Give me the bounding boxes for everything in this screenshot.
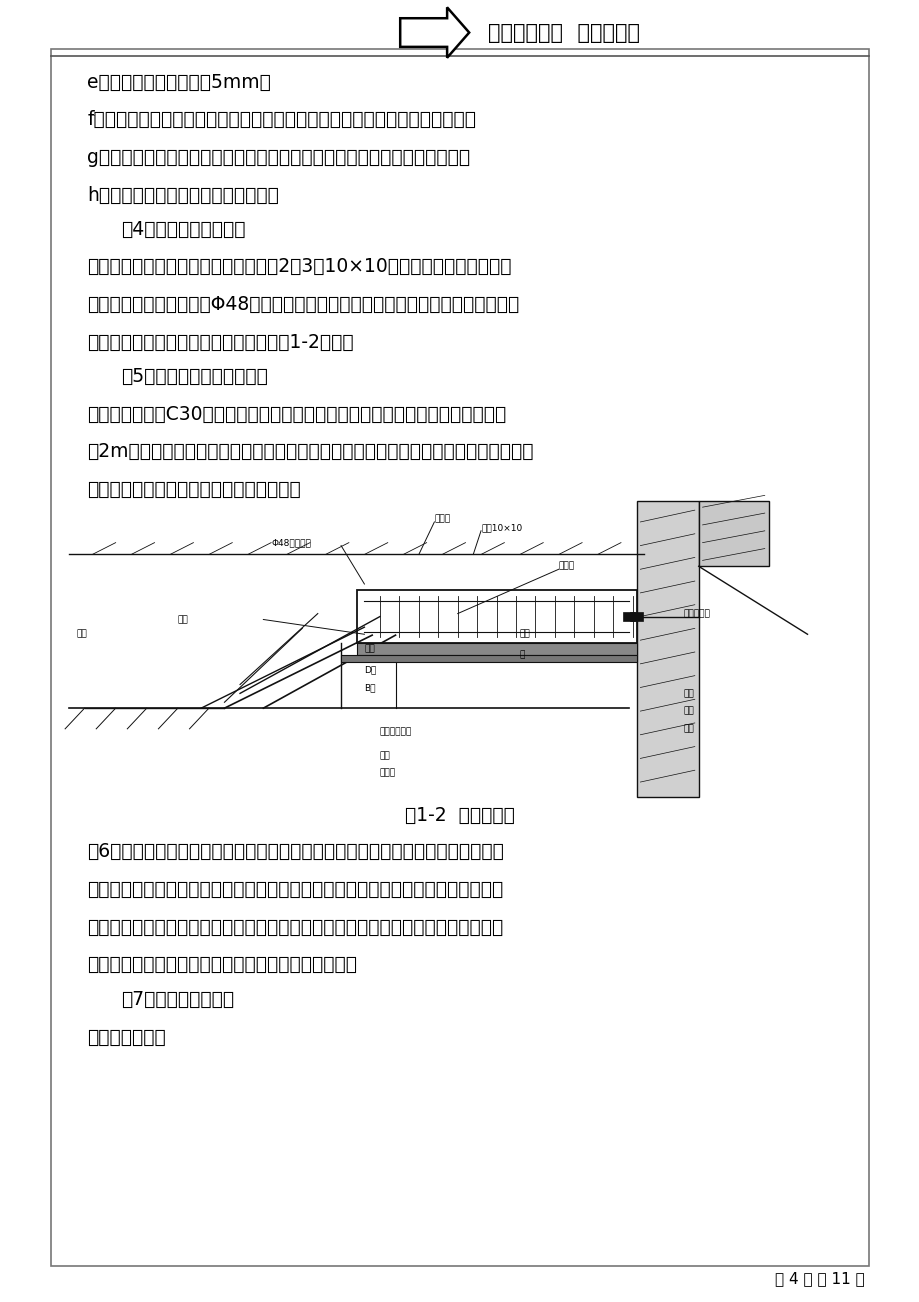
Bar bbox=[51, 49, 868, 1266]
Text: 地下连续墙: 地下连续墙 bbox=[683, 609, 709, 618]
Text: f所采用的钢筋应平直、无损伤，表面不得有裂纹、油污、颗粒状或片状老锈；: f所采用的钢筋应平直、无损伤，表面不得有裂纹、油污、颗粒状或片状老锈； bbox=[87, 111, 476, 129]
Bar bbox=[357, 643, 636, 655]
Text: 冠梁混凝土采用C30商品混凝土直接入模浇筑。若冠梁底至混凝土罐车料斗距离超: 冠梁混凝土采用C30商品混凝土直接入模浇筑。若冠梁底至混凝土罐车料斗距离超 bbox=[87, 405, 506, 423]
Text: 筋是否满足要求，当各项检查均符合规范要求后方可进行混凝土的灌注工作。混凝土: 筋是否满足要求，当各项检查均符合规范要求后方可进行混凝土的灌注工作。混凝土 bbox=[87, 880, 503, 898]
Text: 第 4 页 共 11 页: 第 4 页 共 11 页 bbox=[774, 1271, 864, 1286]
Text: g钢筋的交叉点全部绑扎牢固，钢筋绑扎接头搭接长度及误差符合设计要求；: g钢筋的交叉点全部绑扎牢固，钢筋绑扎接头搭接长度及误差符合设计要求； bbox=[87, 148, 470, 167]
Text: D筋: D筋 bbox=[364, 665, 376, 674]
Text: 连续: 连续 bbox=[683, 707, 693, 716]
Bar bbox=[357, 590, 636, 643]
Text: 处的混凝土应凿毛，浇筑完后必须及时洒水覆盖养护。: 处的混凝土应凿毛，浇筑完后必须及时洒水覆盖养护。 bbox=[87, 956, 357, 974]
Text: 地面: 地面 bbox=[76, 630, 87, 639]
Bar bbox=[622, 612, 634, 621]
Text: 外龙骨: 外龙骨 bbox=[434, 514, 450, 523]
Text: 地下: 地下 bbox=[683, 689, 693, 698]
Bar bbox=[341, 655, 636, 663]
Text: Φ48钢管斜撑: Φ48钢管斜撑 bbox=[271, 538, 311, 547]
Text: B筋: B筋 bbox=[364, 684, 376, 691]
Text: 冠梁侧模采用竹胶板拼接，外龙骨采用2～3道10×10方木，之间用扒钉连接、: 冠梁侧模采用竹胶板拼接，外龙骨采用2～3道10×10方木，之间用扒钉连接、 bbox=[87, 258, 511, 276]
Text: 方木10×10: 方木10×10 bbox=[481, 523, 522, 533]
Text: h各受力钢筋绑扎接头位置相互错开。: h各受力钢筋绑扎接头位置相互错开。 bbox=[87, 186, 279, 204]
Text: 竹胶板: 竹胶板 bbox=[558, 561, 574, 570]
Text: 墙厚: 墙厚 bbox=[683, 724, 693, 733]
Text: 木方: 木方 bbox=[380, 751, 391, 760]
Text: e钢筋保护层偏差不大于5mm；: e钢筋保护层偏差不大于5mm； bbox=[87, 73, 271, 91]
Text: （4）冠梁模板安装施工: （4）冠梁模板安装施工 bbox=[121, 220, 245, 238]
Polygon shape bbox=[400, 8, 469, 57]
Text: 冠梁: 冠梁 bbox=[364, 644, 375, 654]
Text: 固定，斜撑使用带顶托的Φ48钢管。模板内侧在安装前要涂刷脱模剂。模板需要在混: 固定，斜撑使用带顶托的Φ48钢管。模板内侧在安装前要涂刷脱模剂。模板需要在混 bbox=[87, 296, 519, 314]
Text: （7）冠梁预埋件施工: （7）冠梁预埋件施工 bbox=[121, 991, 234, 1009]
Text: 扒钉: 扒钉 bbox=[177, 615, 188, 624]
Text: 精品范文模板  可修改删除: 精品范文模板 可修改删除 bbox=[487, 22, 639, 43]
Text: 顶托: 顶托 bbox=[519, 630, 530, 639]
Text: 竹胶板: 竹胶板 bbox=[380, 768, 396, 777]
Text: 冠梁预埋件有：: 冠梁预埋件有： bbox=[87, 1029, 166, 1047]
Text: 图1-2  冠梁模板图: 图1-2 冠梁模板图 bbox=[404, 806, 515, 824]
Bar bbox=[698, 501, 768, 566]
Text: 扒钉连接支撑: 扒钉连接支撑 bbox=[380, 728, 412, 737]
Text: 灌注应连续，不得间断，振捣应及时有效，不得漏振，不得触及模板及预埋件，接缝: 灌注应连续，不得间断，振捣应及时有效，不得漏振，不得触及模板及预埋件，接缝 bbox=[87, 918, 503, 936]
Bar bbox=[636, 501, 698, 797]
Text: 凝土终凝以后方能拆除。冠梁模板图如图1-2所示。: 凝土终凝以后方能拆除。冠梁模板图如图1-2所示。 bbox=[87, 333, 354, 352]
Text: 垫: 垫 bbox=[519, 651, 525, 659]
Text: 混凝土不能直接冲撞模板，以免模板跑模。: 混凝土不能直接冲撞模板，以免模板跑模。 bbox=[87, 480, 301, 499]
Bar bbox=[69, 501, 845, 797]
Text: （5）冠梁混凝土浇注及养护: （5）冠梁混凝土浇注及养护 bbox=[121, 367, 268, 385]
Bar bbox=[630, 612, 642, 621]
Text: （6）砼灌注：在灌注混凝土前基槽内不得有积水、杂物，认真查看槽槽、模板、钢: （6）砼灌注：在灌注混凝土前基槽内不得有积水、杂物，认真查看槽槽、模板、钢 bbox=[87, 842, 504, 861]
Text: 过2m，侧需要在中间设置槽槽，以免使混凝土下落速度过快导致离析。在浇筑过程中，: 过2m，侧需要在中间设置槽槽，以免使混凝土下落速度过快导致离析。在浇筑过程中， bbox=[87, 443, 533, 461]
